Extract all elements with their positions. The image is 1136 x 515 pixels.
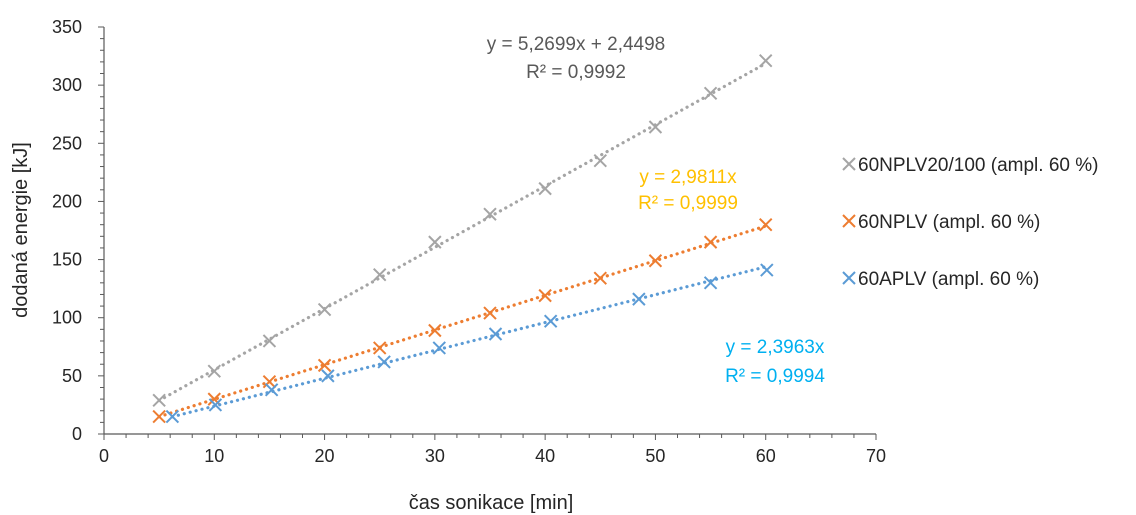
legend-x-60aplv-ampl-60 bbox=[842, 271, 856, 285]
point-60nplv-ampl-60-11 bbox=[759, 217, 773, 232]
y-tick-label-150: 150 bbox=[52, 250, 82, 270]
y-tick-label-0: 0 bbox=[72, 424, 82, 444]
data-marks bbox=[152, 54, 774, 424]
legend-marker-orange bbox=[842, 214, 856, 228]
point-60aplv-ampl-60-3 bbox=[321, 369, 335, 383]
point-60nplv20-100-ampl-60-5 bbox=[428, 235, 442, 249]
x-tick-label-30: 30 bbox=[425, 446, 445, 466]
point-60nplv-ampl-60-2 bbox=[262, 374, 277, 389]
legend-label-orange: 60NPLV (ampl. 60 %) bbox=[858, 212, 1040, 233]
legend-marker-gray bbox=[842, 157, 856, 171]
trend-r2-gray: R² = 0,9992 bbox=[526, 62, 626, 83]
x-tick-label-0: 0 bbox=[99, 446, 109, 466]
point-60nplv20-100-ampl-60-4 bbox=[373, 267, 387, 282]
point-60nplv-ampl-60-8 bbox=[593, 271, 607, 285]
point-60aplv-ampl-60-4 bbox=[377, 355, 391, 369]
y-tick-label-50: 50 bbox=[62, 366, 82, 386]
x-tick-label-70: 70 bbox=[866, 446, 886, 466]
x-tick-label-60: 60 bbox=[756, 446, 776, 466]
point-60aplv-ampl-60-2 bbox=[264, 383, 279, 397]
point-60nplv20-100-ampl-60-9 bbox=[648, 120, 663, 134]
legend-label-gray: 60NPLV20/100 (ampl. 60 %) bbox=[858, 155, 1098, 176]
trend-equation-gray: y = 5,2699x + 2,4498 bbox=[487, 34, 666, 55]
x-tick-label-20: 20 bbox=[315, 446, 335, 466]
point-60nplv20-100-ampl-60-6 bbox=[483, 207, 497, 221]
point-60nplv20-100-ampl-60-1 bbox=[207, 364, 221, 378]
plot-area bbox=[103, 27, 876, 435]
point-60aplv-ampl-60-5 bbox=[432, 341, 446, 355]
legend-label-blue: 60APLV (ampl. 60 %) bbox=[858, 269, 1039, 290]
trend-r2-blue: R² = 0,9994 bbox=[725, 366, 825, 387]
x-tick-label-50: 50 bbox=[645, 446, 665, 466]
point-60nplv20-100-ampl-60-10 bbox=[703, 86, 718, 100]
y-axis-label: dodaná energie [kJ] bbox=[10, 142, 32, 318]
trend-equation-orange: y = 2,9811x bbox=[639, 167, 737, 188]
point-60nplv-ampl-60-4 bbox=[373, 341, 387, 355]
point-60nplv-ampl-60-10 bbox=[703, 235, 718, 249]
trendline-60nplv-ampl-60 bbox=[157, 224, 768, 419]
trendline-60nplv20-100-ampl-60 bbox=[157, 61, 768, 403]
point-60nplv-ampl-60-5 bbox=[428, 323, 442, 338]
point-60aplv-ampl-60-1 bbox=[208, 398, 223, 412]
legend: 60NPLV20/100 (ampl. 60 %) 60NPLV (ampl. … bbox=[842, 155, 1098, 290]
point-60nplv20-100-ampl-60-2 bbox=[262, 334, 277, 348]
legend-marker-blue bbox=[842, 271, 856, 285]
point-60aplv-ampl-60-7 bbox=[543, 314, 558, 328]
legend-x-60nplv-ampl-60 bbox=[842, 214, 856, 228]
point-60nplv-ampl-60-7 bbox=[538, 288, 552, 303]
x-tick-label-40: 40 bbox=[535, 446, 555, 466]
point-60nplv-ampl-60-9 bbox=[648, 254, 663, 268]
point-60nplv20-100-ampl-60-0 bbox=[152, 393, 166, 407]
point-60aplv-ampl-60-6 bbox=[488, 327, 503, 341]
point-60nplv-ampl-60-3 bbox=[317, 358, 332, 373]
trendline-60aplv-ampl-60 bbox=[170, 264, 769, 419]
trend-equation-blue: y = 2,3963x bbox=[726, 337, 825, 358]
legend-item-gray: 60NPLV20/100 (ampl. 60 %) bbox=[842, 155, 1098, 176]
point-60nplv20-100-ampl-60-3 bbox=[317, 302, 332, 317]
point-60nplv20-100-ampl-60-8 bbox=[593, 154, 607, 168]
y-tick-label-250: 250 bbox=[52, 133, 82, 153]
y-tick-label-350: 350 bbox=[52, 17, 82, 37]
axis-ticks: 0 10 20 30 40 50 60 70 0 50 100 150 200 250 300 350 bbox=[52, 17, 886, 466]
point-60aplv-ampl-60-0 bbox=[165, 409, 180, 424]
trend-r2-orange: R² = 0,9999 bbox=[638, 193, 738, 214]
x-axis-label: čas sonikace [min] bbox=[409, 492, 574, 514]
legend-item-orange: 60NPLV (ampl. 60 %) bbox=[842, 212, 1040, 233]
point-60nplv-ampl-60-0 bbox=[152, 409, 166, 424]
trendline-labels: y = 5,2699x + 2,4498 R² = 0,9992 y = 2,9… bbox=[487, 34, 826, 387]
point-60aplv-ampl-60-10 bbox=[760, 263, 774, 277]
point-60nplv-ampl-60-6 bbox=[483, 306, 497, 320]
y-tick-label-100: 100 bbox=[52, 308, 82, 328]
y-tick-label-300: 300 bbox=[52, 75, 82, 95]
legend-x-60nplv20-100-ampl-60 bbox=[842, 157, 856, 171]
point-60aplv-ampl-60-8 bbox=[632, 292, 646, 306]
legend-item-blue: 60APLV (ampl. 60 %) bbox=[842, 269, 1039, 290]
point-60aplv-ampl-60-9 bbox=[703, 276, 718, 290]
point-60nplv20-100-ampl-60-7 bbox=[538, 181, 552, 196]
y-tick-label-200: 200 bbox=[52, 191, 82, 211]
point-60nplv20-100-ampl-60-11 bbox=[759, 54, 773, 68]
x-tick-label-10: 10 bbox=[204, 446, 224, 466]
